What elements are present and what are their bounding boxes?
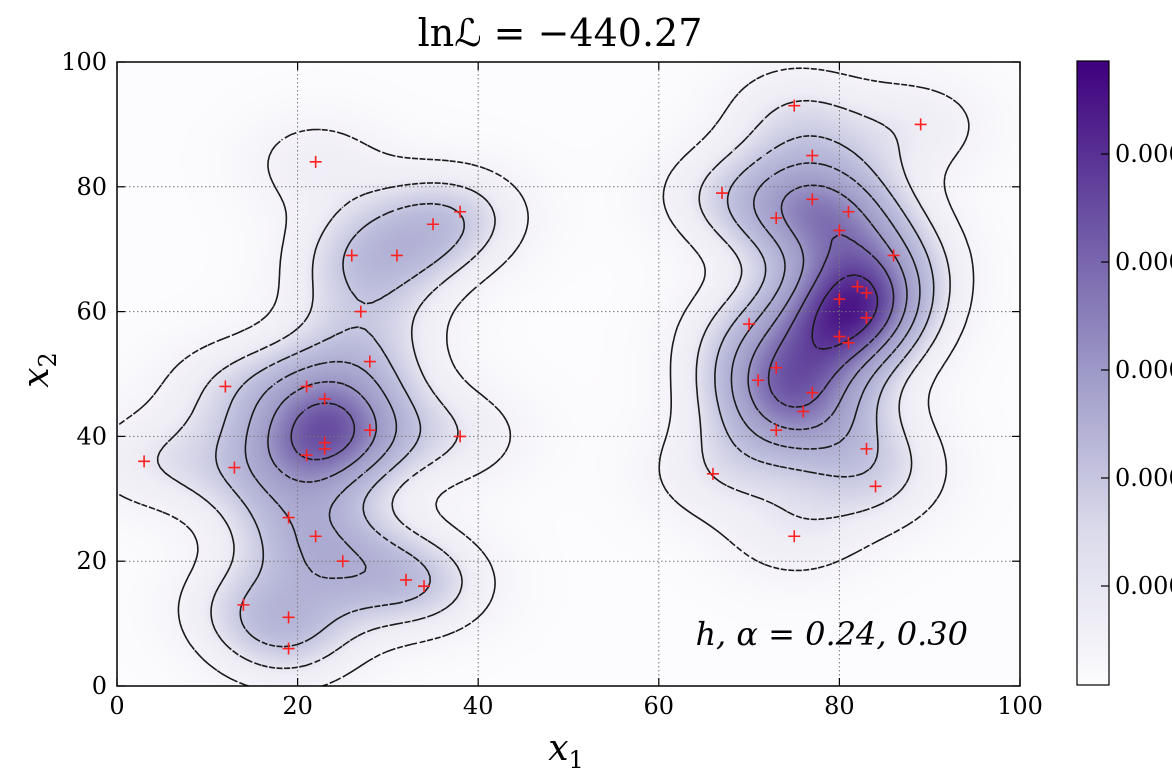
x-tick-label: 0 <box>109 692 124 720</box>
x-tick-label: 60 <box>644 692 675 720</box>
x-tick-label: 40 <box>463 692 494 720</box>
data-point <box>806 193 819 206</box>
data-point <box>354 305 367 318</box>
axis-ticks: 0 20 40 60 80 100 0 20 40 60 80 100 <box>61 48 1043 720</box>
data-point <box>237 598 250 611</box>
data-point <box>427 218 440 231</box>
data-point <box>399 573 412 586</box>
data-point <box>282 611 295 624</box>
data-point <box>138 455 151 468</box>
colorbar-tick-label: 0.000 <box>1115 572 1172 600</box>
data-points <box>138 99 927 655</box>
contour-line <box>244 162 921 580</box>
data-point <box>860 442 873 455</box>
x-tick-label: 20 <box>282 692 313 720</box>
data-point <box>390 249 403 262</box>
data-point <box>842 336 855 349</box>
data-point <box>418 580 431 593</box>
data-point <box>309 155 322 168</box>
colorbar-tick-label: 0.000 <box>1115 356 1172 384</box>
data-point <box>318 392 331 405</box>
data-point <box>752 374 765 387</box>
density-heatmap <box>117 62 1020 686</box>
x-tick-label: 100 <box>997 692 1043 720</box>
colorbar-tick-label: 0.000 <box>1115 464 1172 492</box>
data-point <box>345 249 358 262</box>
contour-line <box>215 135 935 648</box>
contour-line <box>290 233 895 461</box>
data-point <box>770 212 783 224</box>
x-tick-label: 80 <box>824 692 855 720</box>
data-point <box>851 280 864 293</box>
colorbar-tick-label: 0.000 <box>1115 140 1172 168</box>
data-point <box>806 386 819 399</box>
data-point <box>788 99 801 112</box>
colorbar-ticks: 0.000 0.000 0.000 0.000 0.000 <box>1101 140 1172 600</box>
y-tick-label: 40 <box>76 422 107 450</box>
data-point <box>914 118 927 131</box>
colorbar <box>1076 60 1110 686</box>
data-point <box>318 442 331 455</box>
parameter-annotation: h, α = 0.24, 0.30 <box>695 615 968 653</box>
data-point <box>336 555 349 568</box>
contour-line <box>267 184 908 483</box>
data-point <box>454 205 467 218</box>
y-tick-label: 60 <box>76 298 107 326</box>
data-point <box>806 149 819 162</box>
chart-title: lnℒ = −440.27 <box>418 11 703 55</box>
y-tick-label: 20 <box>76 547 107 575</box>
data-point <box>454 430 467 443</box>
contour-line <box>117 67 975 686</box>
data-point <box>833 224 846 237</box>
data-point <box>860 286 873 299</box>
data-point <box>788 530 801 543</box>
data-point <box>797 405 810 418</box>
data-point <box>833 330 846 343</box>
data-point <box>300 449 313 462</box>
data-point <box>300 380 313 393</box>
data-point <box>770 424 783 437</box>
data-point <box>770 361 783 374</box>
y-tick-label: 0 <box>92 672 107 700</box>
y-tick-label: 80 <box>76 173 107 201</box>
y-tick-label: 100 <box>61 48 107 76</box>
data-point <box>743 318 756 331</box>
data-point <box>282 642 295 655</box>
contour-lines <box>117 67 975 686</box>
data-point <box>887 249 900 262</box>
data-point <box>860 311 873 324</box>
data-point <box>228 461 241 474</box>
contour-line <box>811 274 879 350</box>
data-point <box>363 424 376 437</box>
data-point <box>282 511 295 524</box>
data-point <box>869 480 882 493</box>
data-point <box>833 293 846 306</box>
x-axis-label: x1 <box>548 728 584 774</box>
colorbar-tick-label: 0.000 <box>1115 248 1172 276</box>
plot-frame <box>116 61 1021 687</box>
data-point <box>363 355 376 368</box>
y-axis-label: x2 <box>16 352 62 388</box>
data-point <box>219 380 232 393</box>
contour-line <box>156 99 951 670</box>
data-point <box>842 205 855 218</box>
data-point <box>706 467 719 480</box>
data-point <box>716 187 729 200</box>
data-point <box>309 530 322 543</box>
